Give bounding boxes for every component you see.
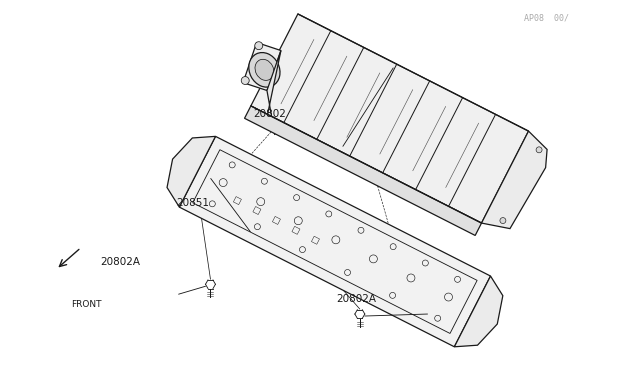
Ellipse shape — [249, 52, 280, 87]
Polygon shape — [244, 106, 481, 235]
Text: FRONT: FRONT — [72, 300, 102, 309]
Circle shape — [536, 147, 542, 153]
Text: AP08  00/: AP08 00/ — [524, 13, 569, 22]
Bar — [253, 206, 261, 215]
Text: 20802A: 20802A — [100, 257, 140, 267]
Bar — [312, 236, 319, 244]
Circle shape — [241, 77, 249, 84]
Text: 20802: 20802 — [253, 109, 286, 119]
Polygon shape — [167, 137, 216, 207]
Text: 20851: 20851 — [177, 198, 210, 208]
Polygon shape — [179, 137, 490, 347]
Circle shape — [255, 42, 263, 49]
Polygon shape — [251, 14, 529, 223]
Bar — [292, 226, 300, 234]
Polygon shape — [267, 51, 281, 135]
Text: 20802A: 20802A — [336, 294, 376, 304]
Ellipse shape — [255, 59, 274, 80]
Bar — [234, 196, 241, 205]
Polygon shape — [481, 131, 547, 229]
Polygon shape — [243, 42, 281, 90]
Bar — [273, 217, 280, 224]
Polygon shape — [454, 276, 503, 347]
Circle shape — [500, 218, 506, 224]
